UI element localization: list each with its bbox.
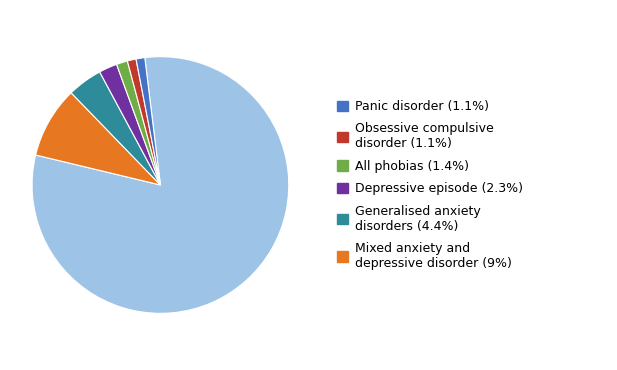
Wedge shape <box>117 61 160 185</box>
Wedge shape <box>136 58 160 185</box>
Wedge shape <box>100 64 160 185</box>
Wedge shape <box>36 93 160 185</box>
Wedge shape <box>32 57 289 313</box>
Wedge shape <box>71 72 160 185</box>
Legend: Panic disorder (1.1%), Obsessive compulsive
disorder (1.1%), All phobias (1.4%),: Panic disorder (1.1%), Obsessive compuls… <box>333 96 526 274</box>
Wedge shape <box>127 59 160 185</box>
